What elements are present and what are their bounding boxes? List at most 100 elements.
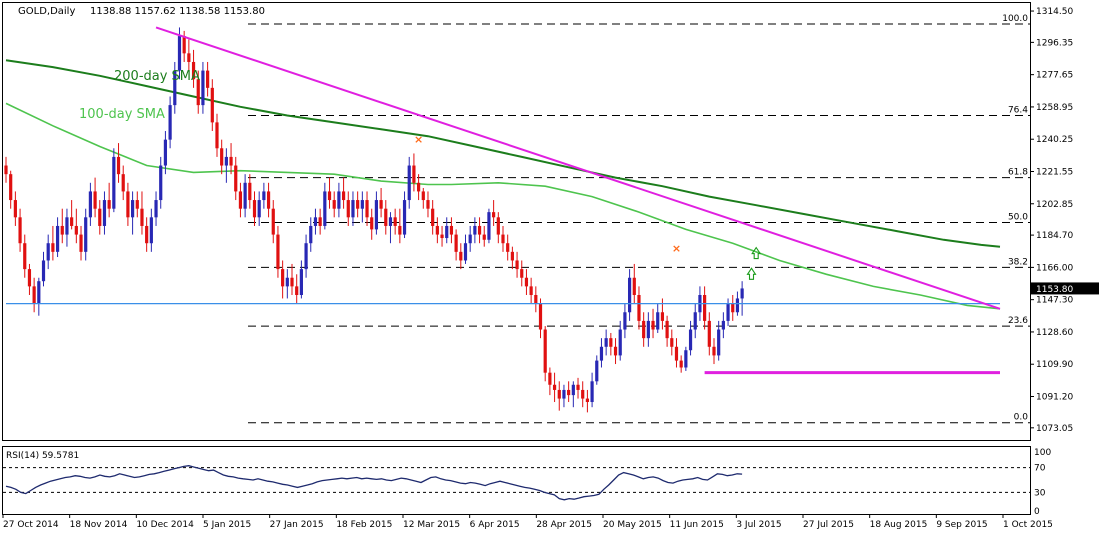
- candle-body-114: [538, 303, 543, 330]
- rsi-tick-30: 30: [1034, 488, 1046, 498]
- last-price-label: 1153.80: [1036, 285, 1073, 295]
- candle-body-17: [84, 217, 88, 252]
- candle-body-61: [290, 277, 294, 287]
- candle-body-96: [454, 234, 458, 252]
- candle-body-150: [707, 320, 711, 347]
- date-tick-14: 9 Sep 2015: [936, 520, 987, 530]
- date-tick-3: 5 Jan 2015: [203, 520, 251, 530]
- candle-body-63: [299, 269, 303, 295]
- header-ohlc: 1138.88 1157.62 1138.58 1153.80: [90, 6, 265, 17]
- candle-body-66: [313, 217, 318, 226]
- candle-body-51: [243, 182, 247, 209]
- candle-body-65: [309, 225, 313, 244]
- moving-averages: [5, 59, 1001, 310]
- candle-body-48: [229, 156, 233, 166]
- candle-body-5: [27, 269, 32, 287]
- reversal-marker-0: ×: [414, 133, 423, 146]
- candle-body-88: [417, 182, 421, 192]
- candle-body-12: [60, 225, 64, 235]
- candle-body-76: [360, 200, 364, 209]
- candle-body-40: [191, 61, 196, 80]
- candle-body-109: [515, 260, 519, 270]
- candle-body-1: [9, 174, 13, 201]
- header-symbol: GOLD,Daily: [18, 6, 75, 17]
- date-tick-10: 11 Jun 2015: [670, 520, 724, 530]
- candle-body-57: [271, 208, 275, 235]
- candle-body-134: [632, 277, 636, 295]
- candle-body-122: [576, 384, 580, 390]
- fib-label-3: 50.0: [1008, 213, 1028, 223]
- price-tick-4: 1240.25: [1036, 135, 1073, 145]
- candle-body-22: [107, 200, 111, 209]
- candle-body-141: [665, 320, 669, 339]
- price-axis: 1314.50 1296.35 1277.65 1258.95 1240.25 1221.…: [1030, 7, 1099, 434]
- candle-body-100: [473, 225, 477, 235]
- candle-body-85: [402, 200, 407, 235]
- candle-body-29: [140, 208, 144, 226]
- candle-body-129: [609, 338, 613, 347]
- candle-body-95: [449, 225, 454, 235]
- candle-body-32: [154, 200, 158, 218]
- fib-label-5: 23.6: [1008, 316, 1028, 326]
- candle-body-0: [4, 165, 8, 175]
- price-tick-2: 1277.65: [1036, 71, 1073, 81]
- candle-body-131: [618, 329, 622, 356]
- candle-body-34: [163, 139, 168, 166]
- sma100-line: [5, 102, 1001, 310]
- candle-body-90: [426, 200, 430, 209]
- candle-body-79: [374, 200, 379, 230]
- candle-body-67: [318, 217, 322, 226]
- candle-body-23: [112, 156, 116, 209]
- candle-body-69: [327, 191, 332, 201]
- price-tick-8: 1166.00: [1036, 263, 1073, 273]
- candle-body-72: [341, 191, 346, 201]
- candle-body-115: [543, 329, 547, 373]
- up-arrow-0: [746, 267, 757, 280]
- candle-body-89: [421, 191, 425, 201]
- rsi-title: RSI(14) 59.5781: [6, 451, 79, 461]
- rsi-panel-border: [2, 446, 1031, 515]
- candle-body-120: [567, 389, 571, 396]
- candle-body-44: [210, 87, 214, 123]
- price-tick-12: 1091.20: [1036, 393, 1073, 403]
- candle-body-105: [496, 217, 500, 235]
- date-tick-11: 3 Jul 2015: [736, 520, 781, 530]
- candle-body-154: [726, 303, 730, 321]
- candle-body-138: [651, 320, 655, 330]
- candle-body-87: [412, 165, 416, 183]
- date-tick-1: 18 Nov 2014: [70, 520, 128, 530]
- candle-body-103: [487, 212, 491, 240]
- candle-body-155: [731, 303, 735, 313]
- candle-body-123: [581, 389, 585, 399]
- rsi-top-label: 100: [1034, 448, 1051, 458]
- fib-label-4: 38.2: [1008, 257, 1028, 267]
- candles: [4, 27, 744, 413]
- candle-body-128: [604, 338, 608, 347]
- candle-body-157: [740, 288, 744, 299]
- candle-body-94: [445, 225, 449, 239]
- candle-body-52: [248, 182, 252, 201]
- candle-body-91: [431, 208, 435, 226]
- candle-body-144: [679, 360, 683, 368]
- candle-body-97: [459, 251, 463, 261]
- price-tick-5: 1221.55: [1036, 167, 1073, 177]
- candle-body-82: [388, 217, 393, 226]
- candle-body-143: [674, 346, 679, 361]
- candle-body-24: [116, 156, 121, 175]
- candle-body-152: [717, 329, 721, 356]
- reversal-marker-1: ×: [672, 242, 681, 255]
- price-tick-10: 1128.60: [1036, 328, 1073, 338]
- price-tick-3: 1258.95: [1036, 103, 1073, 113]
- candle-body-117: [552, 384, 557, 390]
- candle-body-75: [356, 200, 360, 209]
- fib-label-0: 100.0: [1002, 14, 1028, 24]
- rsi-line: [5, 465, 743, 501]
- candle-body-83: [393, 217, 397, 226]
- candle-body-86: [407, 165, 411, 201]
- candle-body-14: [70, 217, 74, 226]
- candle-body-146: [688, 329, 693, 351]
- candle-body-92: [435, 225, 439, 235]
- candle-body-70: [332, 200, 336, 209]
- candle-body-31: [149, 217, 153, 244]
